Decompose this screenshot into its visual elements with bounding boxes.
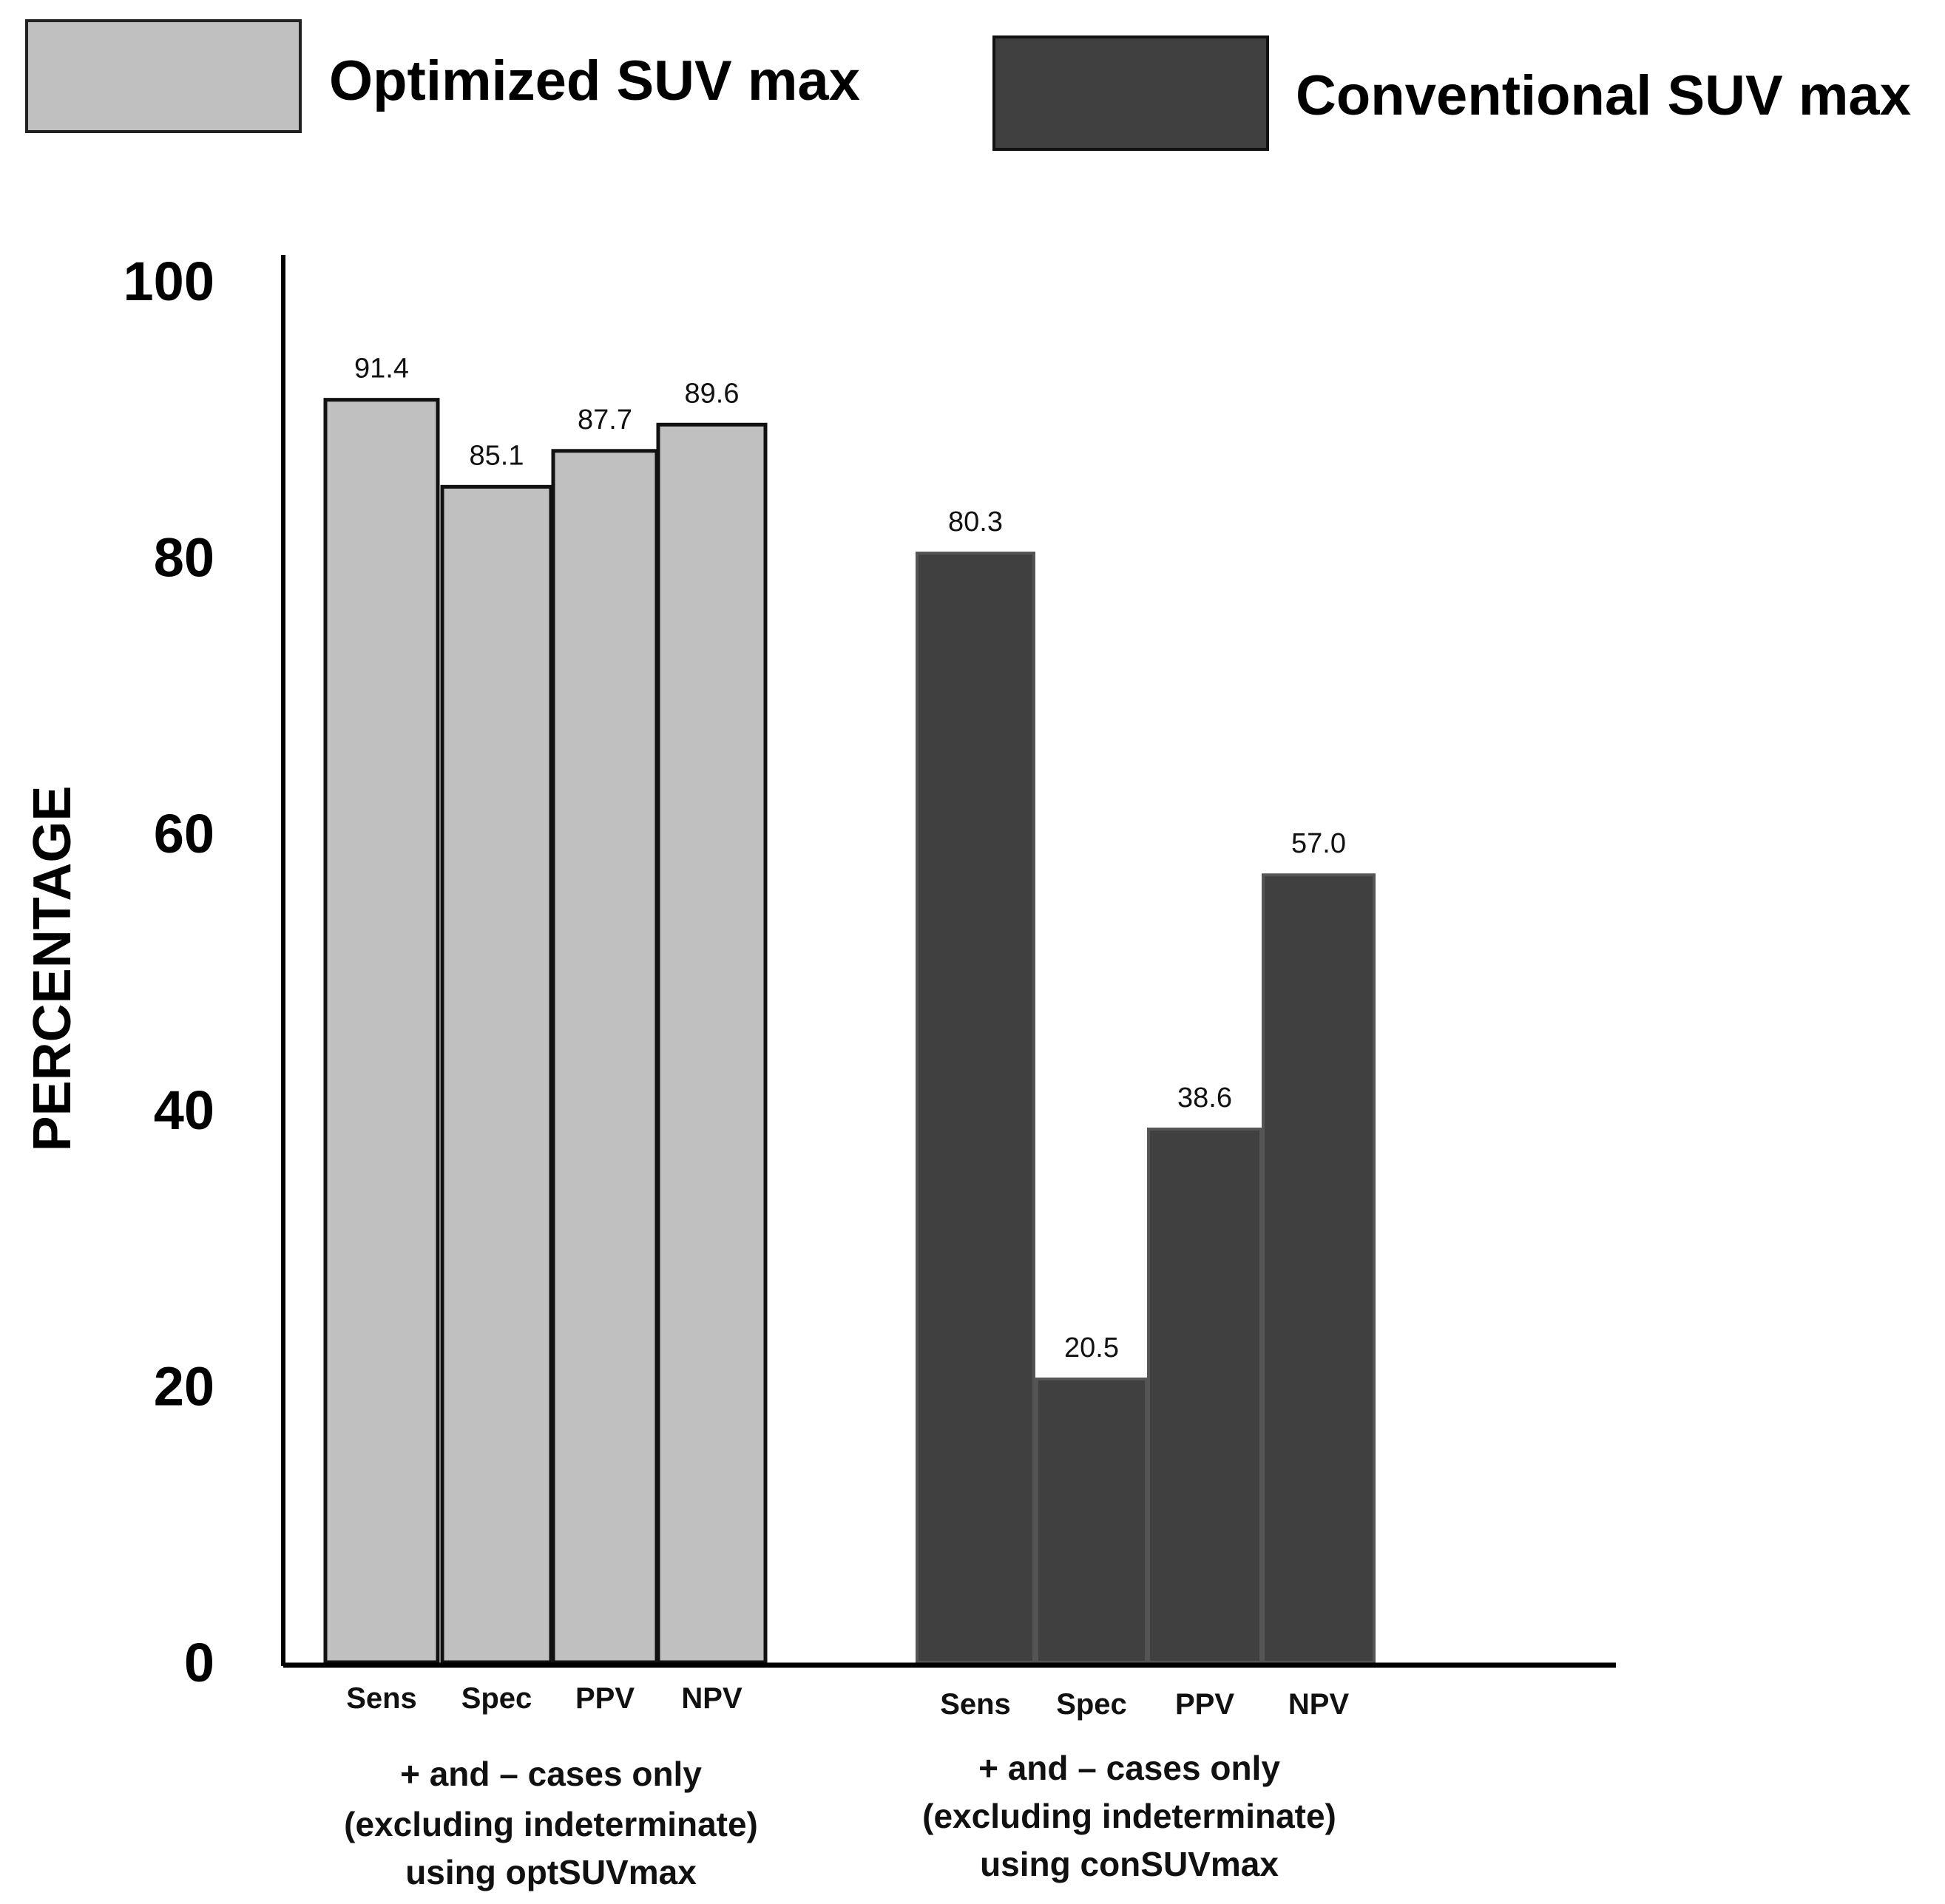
bar-conventional-spec <box>1035 1378 1148 1664</box>
group-label-conventional: + and – cases only (excluding indetermin… <box>922 1749 1336 1883</box>
legend: Optimized SUV max Conventional SUV max <box>25 19 1911 151</box>
y-tick-label: 40 <box>154 1080 214 1141</box>
x-tick-label-optimized-ppv: PPV <box>575 1682 635 1715</box>
data-label-optimized-spec: 85.1 <box>470 440 524 471</box>
bar-conventional-sens <box>916 551 1035 1664</box>
data-label-conventional-spec: 20.5 <box>1064 1332 1119 1363</box>
group-label-line: (excluding indeterminate) <box>344 1805 758 1843</box>
y-tick-label: 100 <box>124 251 214 312</box>
y-tick-label: 20 <box>154 1355 214 1417</box>
y-axis-label: PERCENTAGE <box>23 786 82 1152</box>
x-tick-label-optimized-sens: Sens <box>346 1682 417 1715</box>
x-axis-ticks: Sens Spec PPV NPV Sens Spec PPV NPV <box>346 1682 1349 1721</box>
x-tick-label-conventional-spec: Spec <box>1056 1688 1127 1721</box>
bar-conventional-npv <box>1262 873 1376 1664</box>
group-label-optimized: + and – cases only (excluding indetermin… <box>344 1755 758 1891</box>
group-label-line: using conSUVmax <box>980 1845 1279 1883</box>
bars <box>323 398 1376 1664</box>
data-label-conventional-ppv: 38.6 <box>1177 1083 1232 1114</box>
y-axis-ticks: 0 20 40 60 80 100 <box>124 251 214 1693</box>
legend-label-conventional: Conventional SUV max <box>1296 64 1911 127</box>
x-tick-label-conventional-ppv: PPV <box>1175 1688 1234 1721</box>
data-label-conventional-npv: 57.0 <box>1291 828 1346 859</box>
x-tick-label-optimized-npv: NPV <box>681 1682 743 1715</box>
legend-swatch-conventional <box>992 35 1269 151</box>
bar-optimized-npv <box>656 422 768 1664</box>
group-label-line: + and – cases only <box>400 1755 702 1793</box>
data-label-optimized-ppv: 87.7 <box>578 404 632 436</box>
y-tick-label: 80 <box>154 527 214 589</box>
x-tick-label-conventional-npv: NPV <box>1288 1688 1350 1721</box>
group-label-line: + and – cases only <box>978 1749 1280 1787</box>
data-label-conventional-sens: 80.3 <box>948 507 1003 538</box>
bar-optimized-ppv <box>551 449 659 1664</box>
data-label-optimized-npv: 89.6 <box>685 378 740 409</box>
group-label-line: using optSUVmax <box>405 1853 697 1891</box>
data-label-optimized-sens: 91.4 <box>354 353 409 384</box>
x-tick-label-conventional-sens: Sens <box>940 1688 1011 1721</box>
bar-optimized-sens <box>323 398 440 1664</box>
legend-label-optimized: Optimized SUV max <box>329 50 860 112</box>
group-label-line: (excluding indeterminate) <box>922 1797 1336 1835</box>
bar-optimized-spec <box>440 484 553 1664</box>
y-tick-label: 0 <box>184 1632 214 1693</box>
legend-swatch-optimized <box>25 19 302 133</box>
bar-conventional-ppv <box>1147 1127 1262 1664</box>
y-tick-label: 60 <box>154 803 214 864</box>
data-labels: 91.4 85.1 87.7 89.6 80.3 20.5 38.6 57.0 <box>354 353 1346 1363</box>
x-tick-label-optimized-spec: Spec <box>461 1682 532 1715</box>
